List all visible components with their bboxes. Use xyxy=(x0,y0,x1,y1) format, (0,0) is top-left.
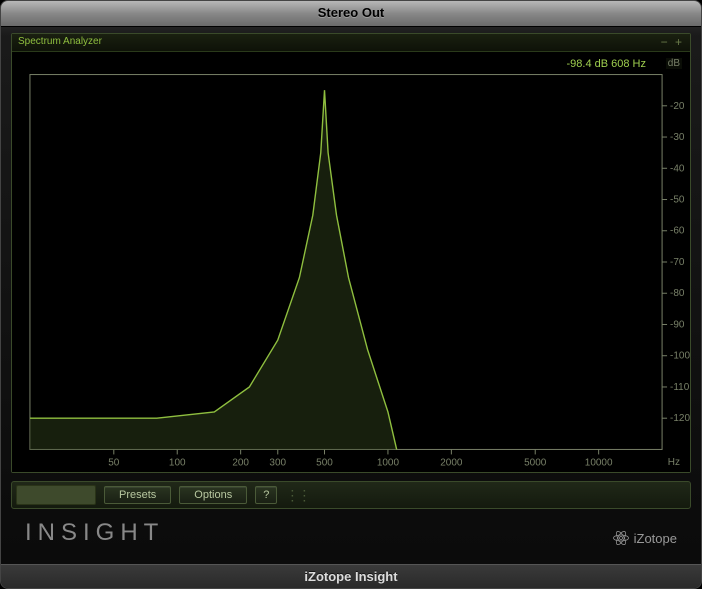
svg-text:-80: -80 xyxy=(670,288,685,299)
svg-text:50: 50 xyxy=(108,457,120,468)
svg-text:200: 200 xyxy=(232,457,249,468)
bottom-bar-title: iZotope Insight xyxy=(304,569,397,584)
svg-text:-90: -90 xyxy=(670,319,685,330)
brand-label: iZotope xyxy=(634,531,677,546)
svg-text:5000: 5000 xyxy=(524,457,547,468)
toolbar: Presets Options ? ⋮⋮ xyxy=(11,481,691,509)
window-title: Stereo Out xyxy=(318,5,384,20)
panel-minimize-button[interactable]: − xyxy=(661,35,670,49)
footer: INSIGHT iZotope xyxy=(11,509,691,553)
svg-text:-30: -30 xyxy=(670,132,685,143)
plugin-body: Spectrum Analyzer − + -20 -30 -40 -50 -60 -70… xyxy=(1,27,701,553)
svg-text:10000: 10000 xyxy=(585,457,613,468)
svg-text:500: 500 xyxy=(316,457,333,468)
y-axis-unit: dB xyxy=(666,58,682,69)
spectrum-analyzer-panel: Spectrum Analyzer − + -20 -30 -40 -50 -60 -70… xyxy=(11,33,691,473)
panel-title: Spectrum Analyzer xyxy=(18,36,102,47)
spectrum-svg: -20 -30 -40 -50 -60 -70 -80 -90 -100 -110 -120 50 10… xyxy=(12,52,690,472)
product-name: INSIGHT xyxy=(25,519,164,547)
svg-text:300: 300 xyxy=(269,457,286,468)
svg-text:-70: -70 xyxy=(670,257,685,268)
panel-expand-button[interactable]: + xyxy=(675,35,684,49)
svg-text:1000: 1000 xyxy=(377,457,400,468)
svg-text:2000: 2000 xyxy=(440,457,463,468)
svg-text:-40: -40 xyxy=(670,163,685,174)
cursor-readout: -98.4 dB 608 Hz xyxy=(567,58,647,70)
izotope-logo-icon xyxy=(612,529,630,547)
help-button[interactable]: ? xyxy=(255,486,277,504)
svg-text:-110: -110 xyxy=(670,382,690,393)
toolbar-meter-slot[interactable] xyxy=(16,485,96,505)
spectrum-chart[interactable]: -20 -30 -40 -50 -60 -70 -80 -90 -100 -110 -120 50 10… xyxy=(12,52,690,472)
window-titlebar[interactable]: Stereo Out xyxy=(1,1,701,27)
svg-text:-60: -60 xyxy=(670,226,685,237)
svg-text:100: 100 xyxy=(169,457,186,468)
bottom-bar: iZotope Insight xyxy=(1,564,701,588)
toolbar-divider-icon: ⋮⋮ xyxy=(285,488,309,502)
svg-text:-20: -20 xyxy=(670,101,685,112)
x-axis-unit: Hz xyxy=(668,457,680,468)
plugin-window: Stereo Out Spectrum Analyzer − + -20-30-… xyxy=(0,0,702,589)
svg-text:-120: -120 xyxy=(670,413,690,424)
svg-text:-50: -50 xyxy=(670,195,685,206)
options-button[interactable]: Options xyxy=(179,486,247,504)
presets-button[interactable]: Presets xyxy=(104,486,171,504)
panel-header: Spectrum Analyzer − + xyxy=(12,34,690,52)
svg-text:-100: -100 xyxy=(670,351,690,362)
brand-area[interactable]: iZotope xyxy=(612,529,677,547)
